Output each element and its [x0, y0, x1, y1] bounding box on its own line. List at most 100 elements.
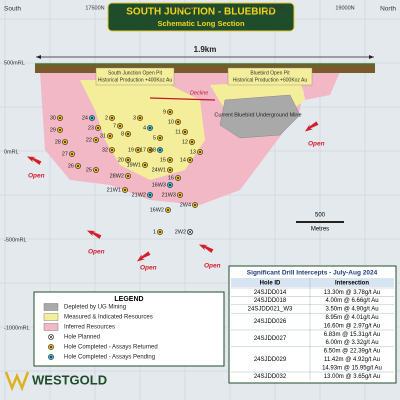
hole-core: [169, 111, 171, 113]
hole-label: 10: [168, 119, 174, 125]
hole-label: 19: [128, 147, 134, 153]
drill-holes: 3029282726252423222783134532910111213141…: [50, 109, 203, 235]
northing: 17500N: [85, 5, 104, 11]
hole-core: [184, 131, 186, 133]
intersection: 3.50m @ 4.90g/t Au: [325, 307, 378, 313]
hole-core: [159, 149, 161, 151]
hole-label: 14: [180, 157, 186, 163]
depleted-area: [219, 94, 301, 139]
legend-swatch: [43, 323, 59, 331]
hole-label: 20: [118, 157, 124, 163]
surface: [35, 64, 375, 73]
hole-label: 5: [153, 135, 156, 141]
mi-resources: [80, 80, 205, 180]
intersection: 6.00m @ 3.32g/t Au: [325, 340, 378, 346]
hole-label: 12: [182, 139, 188, 145]
hole-core: [177, 121, 179, 123]
hole-core: [179, 194, 181, 196]
hole-core: [77, 165, 79, 167]
open-arrow: [198, 244, 214, 253]
hole-core: [169, 184, 171, 186]
hole-label: 3: [133, 115, 136, 121]
hole-label: 21W3: [162, 192, 176, 198]
hole-core: [199, 151, 201, 153]
hole-label: 16: [168, 175, 174, 181]
hole-core: [149, 194, 151, 196]
logo-text: WESTGOLD: [32, 372, 107, 387]
open-arrow: [86, 230, 102, 239]
hole-core: [167, 209, 169, 211]
hole-label: 18: [150, 147, 156, 153]
legend-label: Hole Planned: [64, 335, 100, 341]
hole-label: 11: [175, 129, 181, 135]
legend-swatch: [43, 303, 59, 311]
legend-swatch: [43, 313, 59, 321]
hole-label: 30: [50, 115, 56, 121]
hole-label: 25: [86, 167, 92, 173]
legend-title: LEGEND: [114, 296, 143, 303]
level: 500mRL: [4, 60, 25, 66]
hole-label: 2: [105, 115, 108, 121]
hole-core: [95, 139, 97, 141]
hole-core: [149, 127, 151, 129]
hole-label: 13: [190, 149, 196, 155]
scale-value: 500: [315, 213, 326, 219]
hole-core: [189, 159, 191, 161]
hole-core: [97, 127, 99, 129]
north-label: North: [380, 6, 396, 13]
hole-core: [169, 159, 171, 161]
hole-core: [127, 159, 129, 161]
level: 0mRL: [4, 149, 19, 155]
legend-label: Measured & Indicated Resources: [64, 315, 153, 321]
hole-label: 26: [68, 163, 74, 169]
pit-box: [227, 67, 313, 86]
subtitle: Schematic Long Section: [157, 19, 245, 28]
hole-core: [95, 169, 97, 171]
decline: [149, 97, 216, 101]
hole-core: [119, 125, 121, 127]
legend-label: Hole Completed - Assays Pending: [64, 355, 155, 361]
south-label: South: [4, 6, 21, 13]
intersection: 6.50m @ 22.39g/t Au: [324, 349, 380, 355]
hole-label: 16W3: [152, 182, 166, 188]
open-arrow: [304, 121, 319, 132]
intersection: 6.83m @ 15.31g/t Au: [324, 332, 380, 338]
hole-label: 19W1: [127, 162, 141, 168]
hole-label: 4: [143, 125, 146, 131]
hole-label: 23: [88, 125, 94, 131]
hole-core: [127, 133, 129, 135]
legend-box: [33, 291, 225, 367]
hole-core: [127, 175, 129, 177]
open-label: Open: [140, 265, 157, 272]
scale-unit: Metres: [311, 227, 329, 233]
hole-core: [177, 177, 179, 179]
span-label: 1.9km: [194, 45, 217, 54]
open-arrow: [136, 251, 151, 262]
hole-core: [111, 117, 113, 119]
northing: 19000N: [335, 5, 354, 11]
hole-label: 9: [163, 109, 166, 115]
hole-core: [139, 117, 141, 119]
pit-production: Historical Production +400Koz Au: [98, 77, 173, 83]
hole-label: 27: [62, 151, 68, 157]
legend-label: Hole Completed - Assays Returned: [64, 345, 158, 351]
legend-x: [49, 335, 53, 339]
open-label: Open: [204, 263, 221, 270]
hole-id: 24SJDD026: [254, 319, 287, 325]
hole-core: [169, 169, 171, 171]
pit-label: South Junction Open Pit: [108, 70, 163, 76]
hole-label: 7: [113, 123, 116, 129]
intersection: 11.42m @ 4.92g/t Au: [324, 357, 380, 363]
logo-mark: [4, 371, 30, 392]
hole-core: [124, 189, 126, 191]
northing: 18000N: [175, 5, 194, 11]
hole-core: [159, 137, 161, 139]
hole-label: 32: [102, 147, 108, 153]
hole-core: [191, 141, 193, 143]
open-label: Open: [308, 141, 325, 148]
intercept-table: Hole ID Intersection 24SJDD014 13.30m @ 3.7…: [231, 278, 394, 381]
hole-id: 24SJDD029: [254, 357, 287, 363]
hole-label: 1: [153, 229, 156, 235]
hole-id: 24SJDD018: [254, 298, 287, 304]
